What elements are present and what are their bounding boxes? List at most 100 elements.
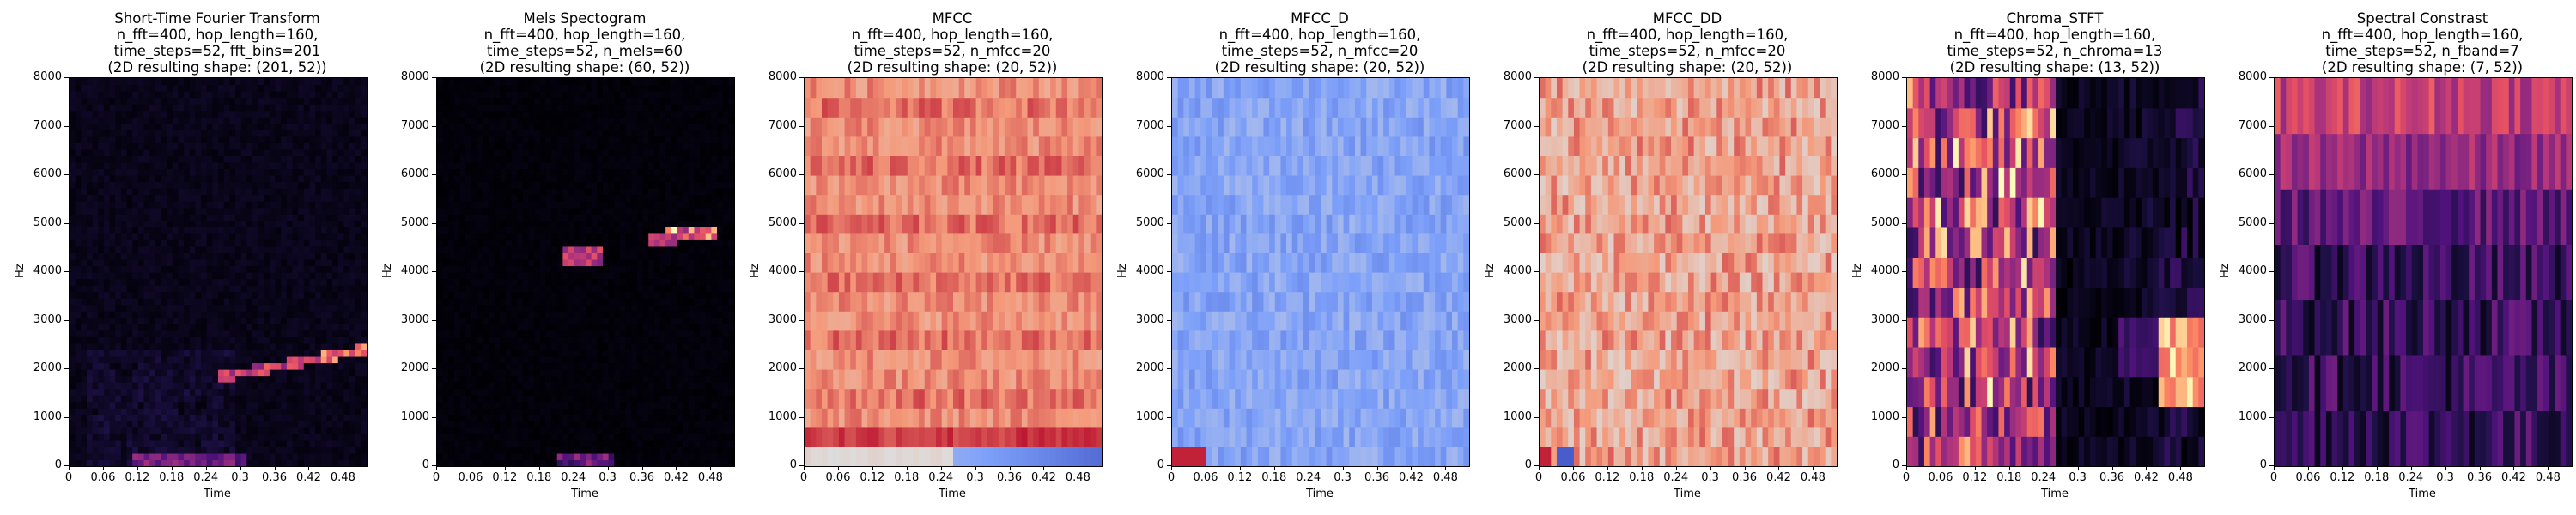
- heatmap-cell: [252, 427, 259, 434]
- heatmap-cell: [98, 117, 105, 124]
- heatmap-cell: [343, 433, 350, 441]
- heatmap-cell: [500, 459, 507, 466]
- heatmap-cell: [109, 433, 116, 441]
- heatmap-cell: [109, 342, 116, 350]
- heatmap-cell: [722, 272, 729, 280]
- heatmap-cell: [149, 78, 156, 86]
- heatmap-cell: [465, 342, 472, 350]
- heatmap-cell: [448, 459, 455, 466]
- heatmap-cell: [109, 175, 116, 183]
- heatmap-cell: [98, 142, 105, 150]
- heatmap-cell: [614, 311, 621, 318]
- heatmap-cell: [517, 265, 524, 273]
- heatmap-cell: [189, 175, 196, 183]
- heatmap-cell: [155, 239, 162, 247]
- heatmap-cell: [70, 123, 76, 130]
- heatmap-cell: [86, 336, 94, 344]
- heatmap-cell: [286, 194, 294, 202]
- heatmap-cell: [98, 110, 105, 118]
- heatmap-cell: [551, 452, 558, 461]
- heatmap-cell: [453, 369, 461, 377]
- heatmap-cell: [246, 285, 253, 293]
- heatmap-cell: [315, 148, 322, 156]
- heatmap-cell: [303, 414, 311, 421]
- heatmap-cell: [195, 97, 202, 105]
- heatmap-cell: [115, 311, 122, 318]
- heatmap-cell: [494, 388, 501, 396]
- heatmap-cell: [286, 245, 294, 253]
- heatmap-cell: [98, 324, 105, 331]
- heatmap-cell: [717, 362, 724, 370]
- heatmap-cell: [534, 324, 541, 331]
- heatmap-cell: [568, 427, 575, 434]
- heatmap-cell: [212, 227, 219, 234]
- heatmap-cell: [281, 317, 288, 324]
- heatmap-cell: [642, 285, 649, 293]
- heatmap-cell: [126, 104, 133, 112]
- heatmap-cell: [109, 336, 116, 344]
- heatmap-cell: [586, 252, 592, 260]
- heatmap-cell: [275, 258, 282, 267]
- heatmap-cell: [608, 285, 615, 293]
- heatmap-cell: [126, 194, 133, 202]
- heatmap-cell: [717, 427, 724, 434]
- heatmap-cell: [126, 265, 133, 273]
- heatmap-cell: [534, 433, 541, 441]
- heatmap-cell: [120, 142, 128, 150]
- heatmap-cell: [155, 369, 162, 377]
- heatmap-cell: [103, 349, 111, 357]
- heatmap-cell: [361, 220, 367, 227]
- heatmap-cell: [315, 304, 322, 312]
- heatmap-cell: [597, 252, 604, 260]
- heatmap-cell: [683, 330, 690, 337]
- heatmap-cell: [98, 168, 105, 176]
- heatmap-cell: [309, 452, 316, 461]
- heatmap-cell: [240, 342, 247, 350]
- heatmap-cell: [115, 336, 122, 344]
- heatmap-cell: [184, 427, 191, 434]
- heatmap-cell: [551, 375, 558, 383]
- heatmap-cell: [556, 285, 563, 293]
- heatmap-cell: [189, 369, 196, 377]
- heatmap-cell: [184, 161, 191, 170]
- heatmap-cell: [229, 265, 236, 273]
- heatmap-cell: [545, 401, 552, 409]
- heatmap-cell: [155, 227, 162, 234]
- heatmap-cell: [206, 433, 213, 441]
- heatmap-cell: [155, 452, 162, 461]
- heatmap-cell: [688, 427, 696, 434]
- heatmap-cell: [189, 207, 196, 215]
- chart-title-line: (2D resulting shape: (201, 52)): [107, 59, 327, 76]
- heatmap-cell: [309, 181, 316, 189]
- heatmap-cell: [212, 330, 219, 337]
- heatmap-cell: [143, 123, 150, 130]
- heatmap-cell: [355, 433, 361, 441]
- heatmap-cell: [608, 369, 615, 377]
- heatmap-cell: [343, 272, 350, 280]
- heatmap-cell: [234, 421, 242, 428]
- heatmap-cell: [349, 304, 356, 312]
- heatmap-cell: [608, 459, 615, 466]
- heatmap-cell: [477, 433, 483, 441]
- heatmap-cell: [103, 375, 111, 383]
- heatmap-cell: [184, 433, 191, 441]
- heatmap-cell: [201, 130, 208, 137]
- heatmap-cell: [281, 427, 288, 434]
- heatmap-cell: [337, 265, 344, 273]
- heatmap-cell: [517, 355, 524, 364]
- heatmap-cell: [705, 459, 712, 466]
- heatmap-cell: [269, 298, 276, 306]
- heatmap-cell: [92, 104, 99, 112]
- heatmap-cell: [586, 349, 592, 357]
- heatmap-cell: [258, 175, 264, 183]
- heatmap-cell: [625, 421, 632, 428]
- heatmap-cell: [155, 233, 162, 240]
- heatmap-cell: [597, 336, 604, 344]
- heatmap-cell: [631, 355, 638, 364]
- heatmap-cell: [326, 304, 333, 312]
- heatmap-cell: [355, 375, 361, 383]
- heatmap-cell: [522, 355, 530, 364]
- heatmap-cell: [539, 278, 547, 286]
- heatmap-cell: [86, 408, 94, 415]
- heatmap-cell: [229, 188, 236, 196]
